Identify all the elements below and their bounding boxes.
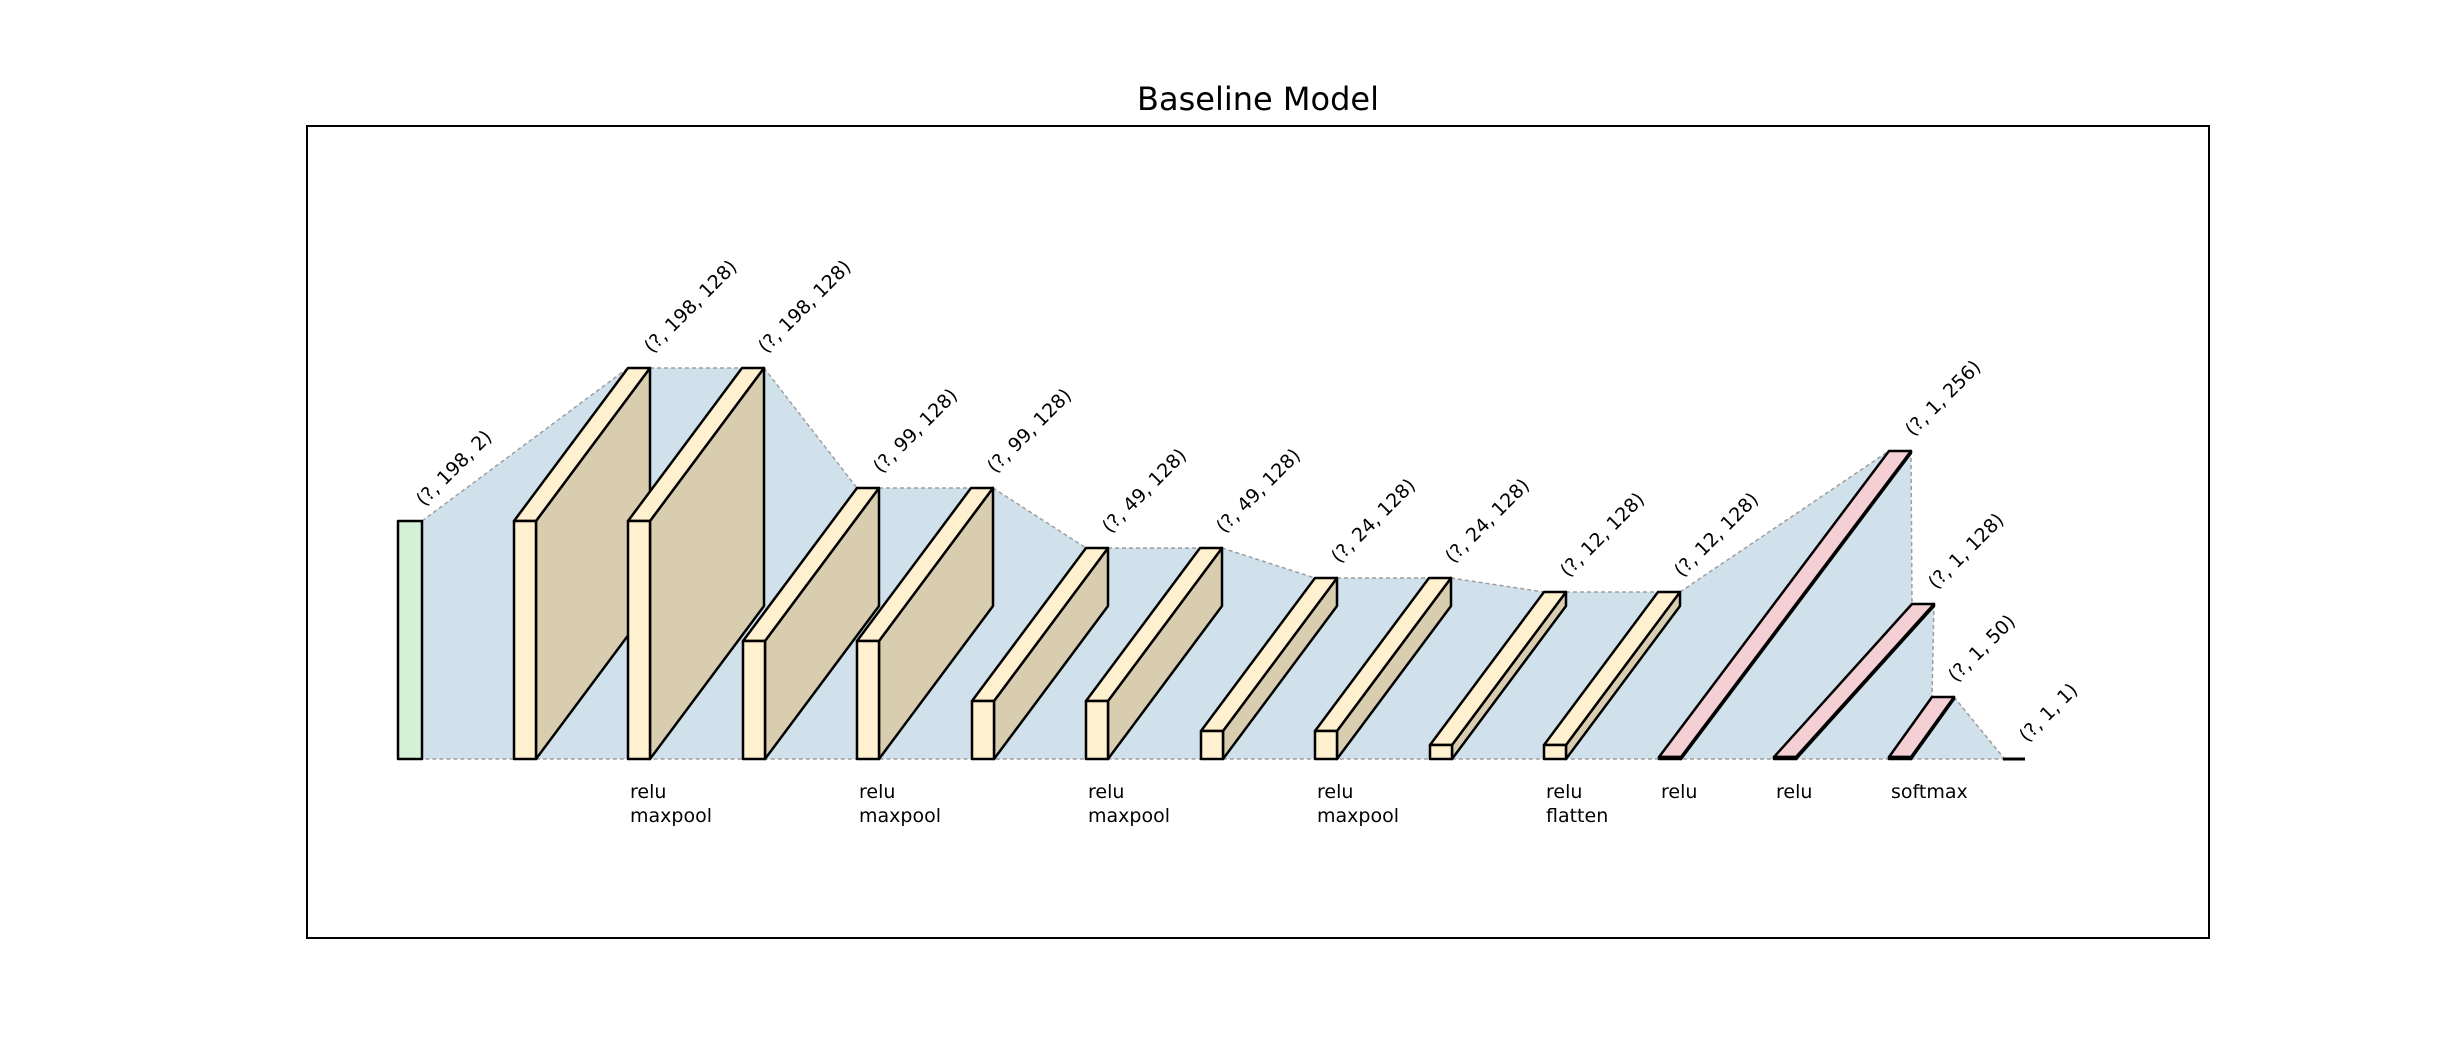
op-labels: relumaxpoolrelumaxpoolrelumaxpoolrelumax… <box>630 781 1968 827</box>
block-front-11 <box>1657 755 1683 761</box>
layer-block-9 <box>1428 590 1568 761</box>
op-label-8-0: relu <box>1317 781 1353 803</box>
layer-block-1 <box>512 366 652 761</box>
block-front-13 <box>1887 755 1913 761</box>
shape-label-12: (?, 1, 128) <box>1924 509 2008 593</box>
op-label-2-1: maxpool <box>630 805 712 827</box>
shape-label-3: (?, 99, 128) <box>869 385 962 478</box>
block-front-0 <box>396 519 424 761</box>
shape-label-13: (?, 1, 50) <box>1944 611 2020 687</box>
op-label-13-0: softmax <box>1891 781 1968 803</box>
shape-label-11: (?, 1, 256) <box>1901 356 1985 440</box>
diagram-title: Baseline Model <box>1137 80 1379 118</box>
layer-block-0 <box>396 519 424 761</box>
shape-label-1: (?, 198, 128) <box>640 256 742 358</box>
op-label-10-0: relu <box>1546 781 1582 803</box>
layer-blocks <box>396 366 2025 761</box>
layer-block-3 <box>741 486 881 761</box>
layer-block-13 <box>1887 695 1956 761</box>
shape-label-4: (?, 99, 128) <box>983 385 1076 478</box>
shape-label-7: (?, 24, 128) <box>1327 475 1420 568</box>
block-front-6 <box>1084 699 1110 761</box>
block-front-5 <box>970 699 996 761</box>
block-front-10 <box>1542 743 1568 761</box>
layer-block-4 <box>855 486 995 761</box>
op-label-10-1: flatten <box>1546 805 1608 827</box>
layer-block-7 <box>1199 576 1339 761</box>
layer-block-10 <box>1542 590 1682 761</box>
shape-label-14: (?, 1, 1) <box>2015 679 2082 746</box>
block-front-8 <box>1313 729 1339 761</box>
shape-label-9: (?, 12, 128) <box>1556 489 1649 582</box>
layer-block-2 <box>626 366 766 761</box>
op-label-8-1: maxpool <box>1317 805 1399 827</box>
block-front-12 <box>1772 755 1798 761</box>
layer-block-8 <box>1313 576 1453 761</box>
plot-frame <box>306 125 2210 939</box>
block-front-2 <box>626 519 652 761</box>
shape-label-5: (?, 49, 128) <box>1098 445 1191 538</box>
shape-label-2: (?, 198, 128) <box>754 256 856 358</box>
block-front-3 <box>741 639 767 761</box>
block-front-9 <box>1428 743 1454 761</box>
op-label-12-0: relu <box>1776 781 1812 803</box>
layer-block-5 <box>970 546 1110 761</box>
layer-block-12 <box>1772 602 1936 761</box>
op-label-6-0: relu <box>1088 781 1124 803</box>
block-front-7 <box>1199 729 1225 761</box>
op-label-6-1: maxpool <box>1088 805 1170 827</box>
shape-label-8: (?, 24, 128) <box>1441 475 1534 568</box>
op-label-4-0: relu <box>859 781 895 803</box>
block-front-1 <box>512 519 538 761</box>
shape-label-6: (?, 49, 128) <box>1212 445 1305 538</box>
op-label-4-1: maxpool <box>859 805 941 827</box>
block-front-4 <box>855 639 881 761</box>
op-label-11-0: relu <box>1661 781 1697 803</box>
layer-block-6 <box>1084 546 1224 761</box>
op-label-2-0: relu <box>630 781 666 803</box>
connector-0 <box>421 367 629 760</box>
layer-block-11 <box>1657 449 1913 761</box>
